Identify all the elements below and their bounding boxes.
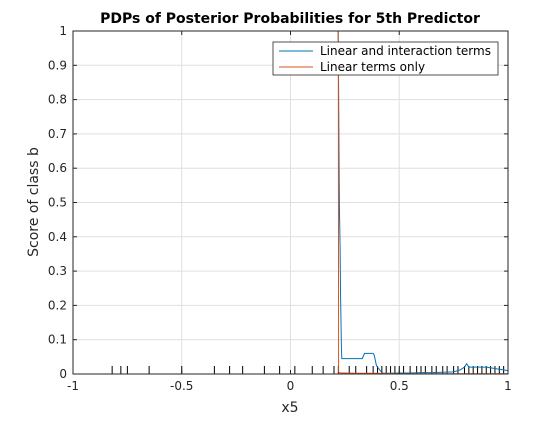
x-tick-label: 0 bbox=[287, 379, 295, 393]
x-axis-label: x5 bbox=[281, 400, 298, 416]
legend-label-linear: Linear terms only bbox=[320, 60, 425, 74]
y-axis-label: Score of class b bbox=[26, 147, 42, 257]
x-tick-label: 1 bbox=[504, 379, 512, 393]
y-tick-label: 0 bbox=[59, 367, 67, 381]
y-tick-label: 0.4 bbox=[48, 230, 67, 244]
y-tick-label: 0.1 bbox=[48, 333, 67, 347]
y-tick-label: 0.7 bbox=[48, 127, 67, 141]
y-tick-label: 0.5 bbox=[48, 196, 67, 210]
legend-box bbox=[272, 41, 499, 76]
legend-label-interaction: Linear and interaction terms bbox=[320, 44, 491, 58]
y-tick-label: 0.8 bbox=[48, 93, 67, 107]
y-tick-label: 0.9 bbox=[48, 58, 67, 72]
y-axis-ticks: 0 0.1 0.2 0.3 0.4 0.5 0.6 0.7 0.8 0.9 1 bbox=[48, 24, 508, 381]
y-tick-label: 0.6 bbox=[48, 161, 67, 175]
chart-title: PDPs of Posterior Probabilities for 5th … bbox=[100, 11, 480, 27]
y-tick-label: 0.3 bbox=[48, 264, 67, 278]
series-line-interaction bbox=[73, 30, 509, 374]
y-tick-label: 0.2 bbox=[48, 298, 67, 312]
x-axis-ticks: -1 -0.5 0 0.5 1 bbox=[67, 31, 512, 393]
legend: Linear and interaction terms Linear term… bbox=[272, 41, 499, 76]
x-tick-label: -0.5 bbox=[170, 379, 193, 393]
x-tick-label: 0.5 bbox=[390, 379, 409, 393]
x-tick-label: -1 bbox=[67, 379, 79, 393]
y-tick-label: 1 bbox=[59, 24, 67, 38]
